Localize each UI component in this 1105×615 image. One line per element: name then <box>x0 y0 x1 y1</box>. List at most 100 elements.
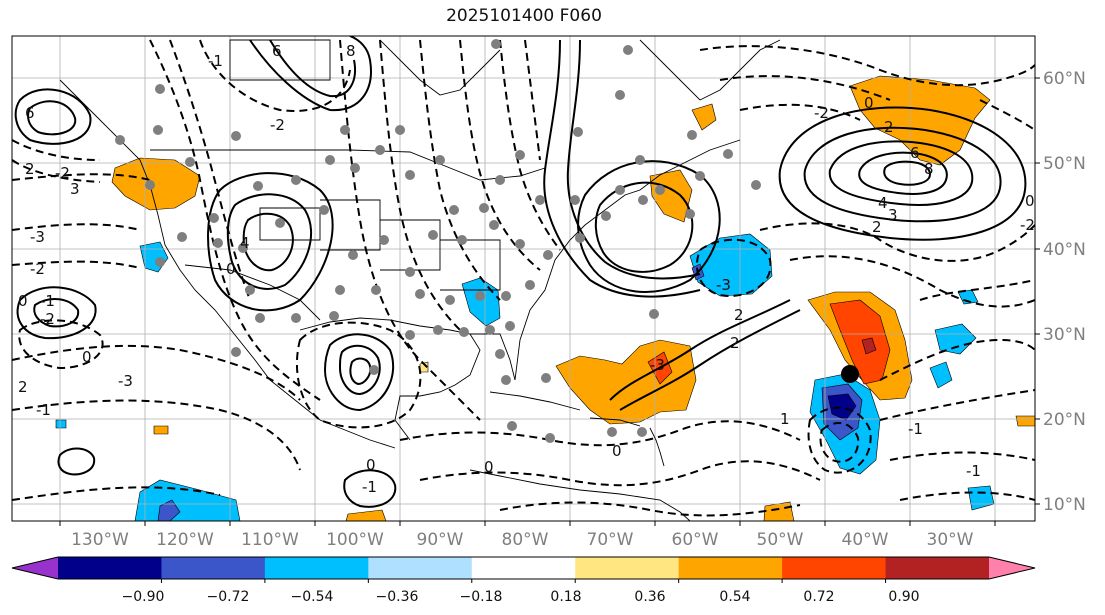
dash-north-atlantic-3 <box>739 103 861 121</box>
contour-label: -2 <box>55 164 70 182</box>
ring-west-atlantic-1 <box>577 160 721 293</box>
lesser-antilles <box>649 427 665 467</box>
colorbar-tick-label: 0.54 <box>719 589 750 605</box>
dash-central-trough-2 <box>379 39 461 331</box>
contour-label: -3 <box>30 228 45 246</box>
contour-label: 1 <box>780 410 790 428</box>
ring-central-pacific-low <box>57 447 96 476</box>
contour-label: 0 <box>366 456 376 474</box>
dash-pacific-1 <box>12 173 151 181</box>
colorbar-tick-label: 0.90 <box>888 589 919 605</box>
ring-alaska-1 <box>14 88 92 145</box>
lat-label: 40°N <box>1043 240 1086 260</box>
lon-label: 80°W <box>502 530 549 550</box>
colorbar-tick-label: −0.90 <box>122 589 165 605</box>
lon-label: 90°W <box>417 530 464 550</box>
dash-pacific-ring <box>18 319 104 370</box>
contour-label: -2 <box>30 260 45 278</box>
lat-label: 30°N <box>1043 325 1086 345</box>
contour-label: -1 <box>908 420 923 438</box>
ring-rockies-3 <box>242 212 294 272</box>
dash-north-atlantic-1 <box>699 45 1035 87</box>
colorbar-swatch <box>782 557 887 579</box>
dash-central-trough-6 <box>524 39 541 161</box>
shade-south-pacific-mid <box>157 499 181 521</box>
dash-pacific-3 <box>12 260 141 269</box>
contour-label: -3 <box>716 276 731 294</box>
shade-pacific-nw <box>111 157 201 211</box>
colorbar-swatch <box>161 557 266 579</box>
state-border-d <box>440 239 501 291</box>
dash-pacific-6 <box>12 486 221 501</box>
colorbar-swatch <box>471 557 576 579</box>
colorbar-extend-high <box>989 557 1035 579</box>
contour-label: 0 <box>612 442 622 460</box>
dash-west-atlantic-ring <box>695 238 772 297</box>
shade-greenland-south <box>691 103 717 131</box>
ring-gulf-low-1 <box>323 333 395 412</box>
ring-rockies-1 <box>207 172 334 312</box>
contour-label: 6 <box>272 42 282 60</box>
contour-label: 4 <box>240 234 250 252</box>
dash-east-atlantic-3 <box>889 451 1035 461</box>
lon-label: 130°W <box>71 530 129 550</box>
state-border-a <box>259 207 321 241</box>
colorbar-swatch <box>678 557 783 579</box>
trough-caribbean-solid <box>609 299 791 401</box>
dash-mid-atlantic-1 <box>759 222 1035 262</box>
ring-north-atlantic-2 <box>803 126 1002 223</box>
ring-rockies-2 <box>226 193 313 290</box>
ring-gulf-low-2 <box>338 344 381 396</box>
colorbar-swatch <box>58 557 162 579</box>
dash-east-ring-2 <box>819 422 860 463</box>
shade-azores-small <box>929 361 953 389</box>
shade-gulf-of-california-warm <box>153 425 169 435</box>
contour-label: -3 <box>118 372 133 390</box>
contour-mexico-south <box>343 469 397 508</box>
greenland <box>639 39 781 101</box>
colorbar-swatch <box>885 557 990 579</box>
colorbar-swatch <box>368 557 473 579</box>
state-border-e <box>229 39 331 81</box>
hispaniola <box>589 417 641 427</box>
dash-east-ring-1 <box>807 406 872 474</box>
dash-alaska-2 <box>12 159 101 183</box>
shade-west-atlantic-cold <box>689 233 773 297</box>
shade-south-pacific-warm <box>345 509 387 521</box>
ring-hudson-2 <box>269 39 356 98</box>
dash-pacific-5 <box>12 399 301 471</box>
contour-label: 6 <box>910 144 920 162</box>
contour-label: 0 <box>484 458 494 476</box>
contour-label: 2 <box>872 218 882 236</box>
latitude-axis: 60°N 50°N 40°N 30°N 20°N 10°N <box>1035 69 1086 515</box>
contour-label: 0 <box>82 348 92 366</box>
contour-label: 0 <box>226 260 236 278</box>
dash-tropical-2 <box>419 460 821 487</box>
ring-north-atlantic-3 <box>828 140 974 206</box>
contour-label: -2 <box>270 116 285 134</box>
dash-tropical-1 <box>399 420 801 447</box>
dash-east-atlantic-4 <box>899 491 1035 501</box>
cuba <box>489 391 581 411</box>
contour-label: -1 <box>362 478 377 496</box>
contour-labels: 6 2 -2 3 -3 -2 -1 0 -2 2 0 -1 8 -1 6 4 0… <box>18 42 1035 496</box>
contour-label: 0 <box>18 292 28 310</box>
map-frame <box>11 35 1036 522</box>
ring-hudson-1 <box>249 36 372 112</box>
lon-label: 70°W <box>587 530 634 550</box>
shade-central-atlantic-peak <box>861 337 877 355</box>
dash-east-atlantic-1 <box>879 338 1035 381</box>
dash-hudson-ring <box>199 39 351 112</box>
contour-label: 2 <box>25 160 35 178</box>
contour-label: -3 <box>650 356 665 374</box>
contour-label: 3 <box>888 206 898 224</box>
contour-label: -2 <box>1020 216 1035 234</box>
station-dots <box>115 39 761 443</box>
ring-north-atlantic-4 <box>858 151 948 195</box>
contour-label: 6 <box>25 104 35 122</box>
state-border-b <box>320 199 381 251</box>
dashed-contours <box>12 39 1035 517</box>
lat-label: 20°N <box>1043 410 1086 430</box>
colorbar-tick-labels: −0.90 −0.72 −0.54 −0.36 −0.18 0.18 0.36 … <box>122 589 920 605</box>
lon-label: 50°W <box>757 530 804 550</box>
